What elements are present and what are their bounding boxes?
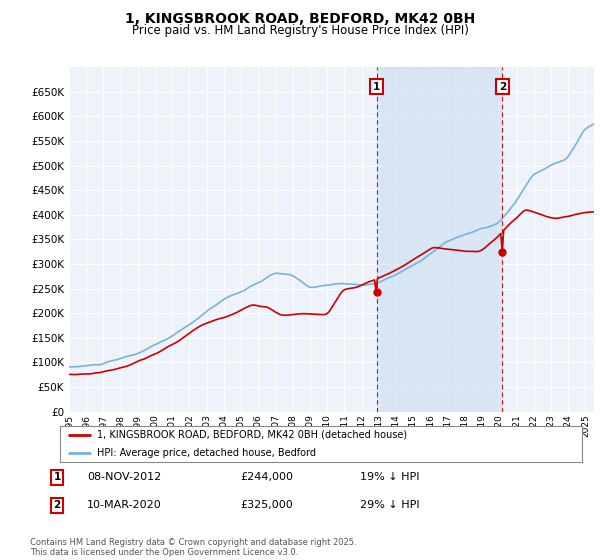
Text: HPI: Average price, detached house, Bedford: HPI: Average price, detached house, Bedf… xyxy=(97,448,316,458)
Text: 1: 1 xyxy=(373,82,380,92)
Text: 2: 2 xyxy=(53,500,61,510)
Text: 1: 1 xyxy=(53,472,61,482)
Text: 1, KINGSBROOK ROAD, BEDFORD, MK42 0BH (detached house): 1, KINGSBROOK ROAD, BEDFORD, MK42 0BH (d… xyxy=(97,430,407,440)
Text: Contains HM Land Registry data © Crown copyright and database right 2025.
This d: Contains HM Land Registry data © Crown c… xyxy=(30,538,356,557)
Text: 10-MAR-2020: 10-MAR-2020 xyxy=(87,500,162,510)
Bar xyxy=(377,67,502,412)
Text: 2: 2 xyxy=(499,82,506,92)
Text: 19% ↓ HPI: 19% ↓ HPI xyxy=(360,472,419,482)
Text: 08-NOV-2012: 08-NOV-2012 xyxy=(87,472,161,482)
Text: 1, KINGSBROOK ROAD, BEDFORD, MK42 0BH: 1, KINGSBROOK ROAD, BEDFORD, MK42 0BH xyxy=(125,12,475,26)
Text: Price paid vs. HM Land Registry's House Price Index (HPI): Price paid vs. HM Land Registry's House … xyxy=(131,24,469,37)
Text: £244,000: £244,000 xyxy=(240,472,293,482)
Text: 29% ↓ HPI: 29% ↓ HPI xyxy=(360,500,419,510)
Text: £325,000: £325,000 xyxy=(240,500,293,510)
